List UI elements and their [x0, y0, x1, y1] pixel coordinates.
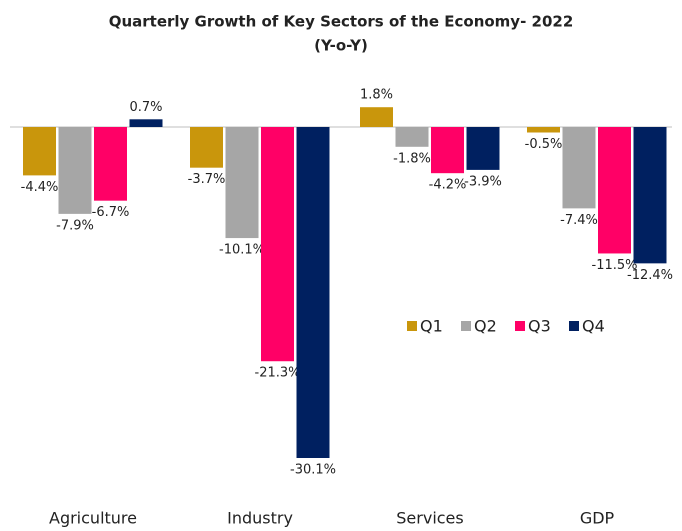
legend-label: Q3 — [528, 317, 551, 336]
bar — [633, 127, 667, 264]
bar — [527, 127, 560, 133]
data-label: -11.5% — [592, 258, 638, 273]
bar — [466, 127, 500, 170]
bar — [360, 107, 393, 127]
data-label: -3.7% — [188, 172, 226, 187]
data-label: -10.1% — [219, 243, 265, 258]
legend-label: Q4 — [582, 317, 605, 336]
chart-title: Quarterly Growth of Key Sectors of the E… — [109, 13, 574, 31]
x-tick-label: Industry — [227, 509, 293, 528]
bar — [431, 127, 464, 174]
legend-swatch — [407, 321, 417, 331]
bar — [395, 127, 429, 147]
data-label: -21.3% — [255, 366, 301, 381]
x-tick-label: GDP — [580, 509, 615, 528]
data-label: -7.9% — [56, 218, 94, 233]
bar — [598, 127, 631, 254]
legend-label: Q1 — [420, 317, 443, 336]
bar — [23, 127, 56, 176]
bar — [190, 127, 223, 168]
data-label: 1.8% — [360, 88, 393, 103]
data-label: -4.4% — [21, 180, 59, 195]
data-label: -6.7% — [92, 205, 130, 220]
legend-swatch — [569, 321, 579, 331]
data-label: -1.8% — [393, 151, 431, 166]
x-tick-label: Agriculture — [49, 509, 137, 528]
bar — [129, 119, 163, 127]
bar — [296, 127, 330, 458]
data-label: -0.5% — [525, 137, 563, 152]
chart-title: (Y-o-Y) — [314, 37, 368, 55]
data-label: -12.4% — [627, 268, 673, 283]
bar — [261, 127, 294, 362]
legend-swatch — [515, 321, 525, 331]
bar — [58, 127, 92, 214]
legend-label: Q2 — [474, 317, 497, 336]
data-label: -3.9% — [464, 174, 502, 189]
data-label: -4.2% — [429, 178, 467, 193]
bar — [94, 127, 127, 201]
legend-swatch — [461, 321, 471, 331]
bar — [562, 127, 596, 209]
data-label: -7.4% — [560, 213, 598, 228]
data-label: -30.1% — [290, 463, 336, 478]
x-tick-label: Services — [396, 509, 463, 528]
data-label: 0.7% — [129, 100, 162, 115]
bar — [225, 127, 259, 239]
